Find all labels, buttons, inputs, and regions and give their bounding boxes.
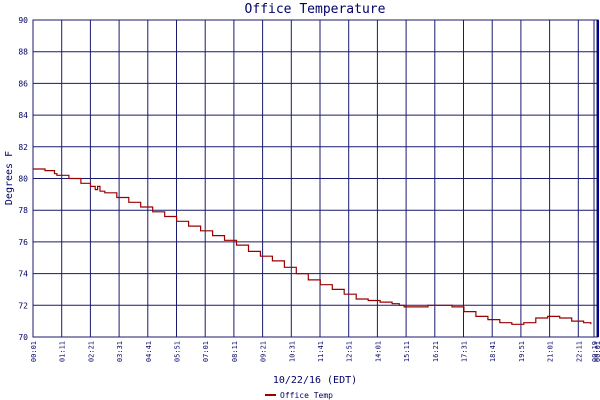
- y-tick-label: 82: [18, 143, 28, 152]
- x-tick-label: 14:01: [374, 341, 382, 362]
- x-tick-label: 22:11: [575, 341, 583, 362]
- x-tick-label: 15:11: [403, 341, 411, 362]
- x-tick-label: 10:31: [288, 341, 296, 362]
- legend-label-office-temp: Office Temp: [280, 391, 333, 400]
- series-group: [33, 168, 592, 325]
- y-tick-label: 80: [18, 175, 28, 184]
- y-tick-label: 76: [18, 238, 28, 247]
- x-tick-label: 09:21: [260, 341, 268, 362]
- y-tick-label: 90: [18, 16, 28, 25]
- x-axis-label: 10/22/16 (EDT): [273, 375, 357, 386]
- x-tick-label: 08:11: [231, 341, 239, 362]
- y-tick-label: 84: [18, 111, 28, 120]
- x-tick-label: 07:01: [202, 341, 210, 362]
- grid-lines: [32, 19, 599, 338]
- x-tick-label: 02:21: [87, 341, 95, 362]
- y-tick-label: 88: [18, 48, 28, 57]
- y-tick-labels: 70 72 74 76 78 80 82 84 86 88 90: [18, 16, 28, 342]
- x-tick-label: 11:41: [317, 341, 325, 362]
- x-tick-label: 16:21: [432, 341, 440, 362]
- y-tick-label: 86: [18, 79, 28, 88]
- x-tick-label: 18:41: [489, 341, 497, 362]
- x-tick-label: 00:01: [594, 341, 600, 362]
- x-tick-label: 05:51: [174, 341, 182, 362]
- y-tick-label: 74: [18, 270, 28, 279]
- x-tick-label: 12:51: [346, 341, 354, 362]
- y-axis-label: Degrees F: [4, 151, 15, 205]
- y-tick-label: 72: [18, 301, 28, 310]
- x-tick-label: 01:11: [59, 341, 67, 362]
- y-tick-label: 78: [18, 206, 28, 215]
- chart-title: Office Temperature: [245, 2, 386, 17]
- x-tick-label: 17:31: [461, 341, 469, 362]
- x-tick-label: 19:51: [518, 341, 526, 362]
- x-tick-label: 21:01: [547, 341, 555, 362]
- x-tick-label: 04:41: [145, 341, 153, 362]
- x-tick-label: 00:19: [591, 341, 599, 362]
- x-tick-label: 03:31: [116, 341, 124, 362]
- x-tick-labels: 00:01 01:11 02:21 03:31 04:41 05:51 07:01 08:11…: [30, 341, 600, 362]
- y-tick-label: 70: [18, 333, 28, 342]
- series-line-office-temp: [33, 168, 592, 325]
- legend: Office Temp: [265, 391, 333, 400]
- x-tick-label: 00:01: [30, 341, 38, 362]
